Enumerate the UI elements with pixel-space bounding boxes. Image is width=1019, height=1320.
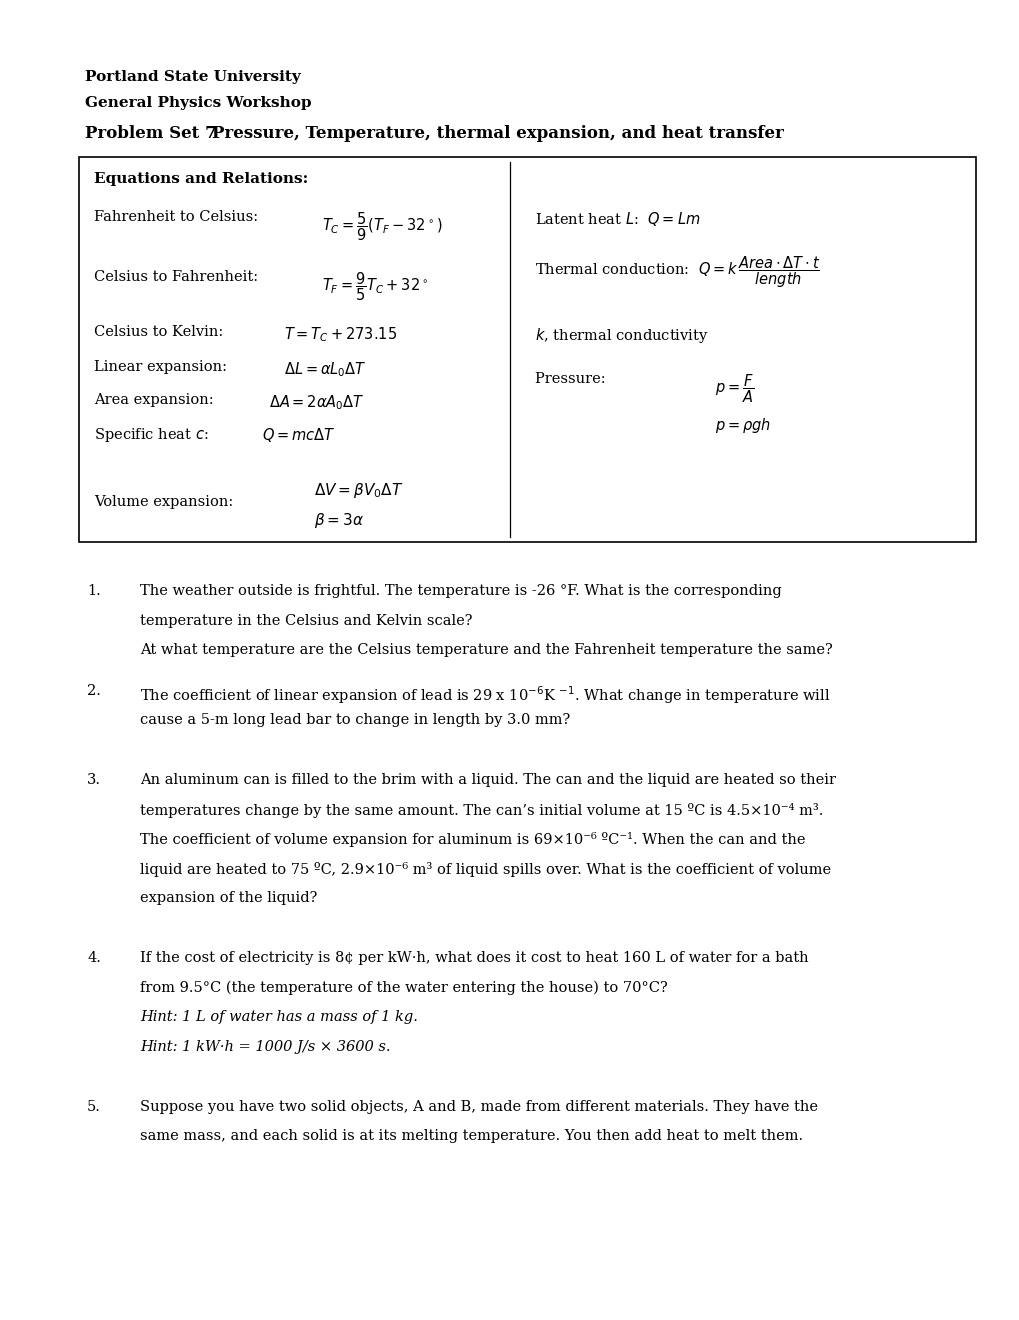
- Text: 5.: 5.: [87, 1100, 101, 1114]
- Text: temperature in the Celsius and Kelvin scale?: temperature in the Celsius and Kelvin sc…: [140, 614, 472, 627]
- Text: cause a 5-m long lead bar to change in length by 3.0 mm?: cause a 5-m long lead bar to change in l…: [140, 713, 570, 727]
- Text: Linear expansion:: Linear expansion:: [94, 360, 236, 374]
- Text: An aluminum can is filled to the brim with a liquid. The can and the liquid are : An aluminum can is filled to the brim wi…: [140, 774, 836, 787]
- Text: expansion of the liquid?: expansion of the liquid?: [140, 891, 317, 906]
- Text: The coefficient of linear expansion of lead is 29 x 10$^{-6}$K $^{-1}$. What cha: The coefficient of linear expansion of l…: [140, 684, 829, 706]
- Text: Celsius to Kelvin:: Celsius to Kelvin:: [94, 325, 232, 339]
- Text: same mass, and each solid is at its melting temperature. You then add heat to me: same mass, and each solid is at its melt…: [140, 1129, 802, 1143]
- Text: from 9.5°C (the temperature of the water entering the house) to 70°C?: from 9.5°C (the temperature of the water…: [140, 981, 667, 995]
- Text: If the cost of electricity is 8¢ per kW·h, what does it cost to heat 160 L of wa: If the cost of electricity is 8¢ per kW·…: [140, 952, 808, 965]
- Text: Portland State University: Portland State University: [85, 70, 301, 84]
- Text: temperatures change by the same amount. The can’s initial volume at 15 ºC is 4.5: temperatures change by the same amount. …: [140, 803, 822, 818]
- Text: Problem Set 7: Problem Set 7: [85, 125, 222, 143]
- Text: $k$, thermal conductivity: $k$, thermal conductivity: [535, 326, 708, 345]
- Text: liquid are heated to 75 ºC, 2.9×10⁻⁶ m³ of liquid spills over. What is the coeff: liquid are heated to 75 ºC, 2.9×10⁻⁶ m³ …: [140, 862, 830, 876]
- FancyBboxPatch shape: [78, 157, 975, 543]
- Text: 2.: 2.: [87, 684, 101, 698]
- Text: The weather outside is frightful. The temperature is -26 °F. What is the corresp: The weather outside is frightful. The te…: [140, 583, 781, 598]
- Text: Volume expansion:: Volume expansion:: [94, 495, 233, 510]
- Text: 1.: 1.: [87, 583, 101, 598]
- Text: $\Delta V = \beta V_0 \Delta T$: $\Delta V = \beta V_0 \Delta T$: [314, 480, 404, 500]
- Text: $T_C = \dfrac{5}{9}\left(T_F - 32^\circ\right)$: $T_C = \dfrac{5}{9}\left(T_F - 32^\circ\…: [322, 210, 442, 243]
- Text: Celsius to Fahrenheit:: Celsius to Fahrenheit:: [94, 271, 267, 284]
- Text: Thermal conduction:  $Q = k\,\dfrac{Area \cdot \Delta T \cdot t}{length}$: Thermal conduction: $Q = k\,\dfrac{Area …: [535, 253, 819, 289]
- Text: $\beta = 3\alpha$: $\beta = 3\alpha$: [314, 511, 364, 531]
- Text: $\Delta A = 2\alpha A_0 \Delta T$: $\Delta A = 2\alpha A_0 \Delta T$: [269, 393, 365, 412]
- Text: Fahrenheit to Celsius:: Fahrenheit to Celsius:: [94, 210, 267, 224]
- Text: Equations and Relations:: Equations and Relations:: [94, 172, 308, 186]
- Text: Suppose you have two solid objects, A and B, made from different materials. They: Suppose you have two solid objects, A an…: [140, 1100, 817, 1114]
- Text: $T_F = \dfrac{9}{5}T_C + 32^\circ$: $T_F = \dfrac{9}{5}T_C + 32^\circ$: [322, 271, 428, 302]
- Text: 3.: 3.: [87, 774, 101, 787]
- Text: $\Delta L = \alpha L_0 \Delta T$: $\Delta L = \alpha L_0 \Delta T$: [283, 360, 367, 379]
- Text: $p = \rho g h$: $p = \rho g h$: [714, 416, 770, 436]
- Text: Area expansion:: Area expansion:: [94, 393, 223, 407]
- Text: Hint: 1 kW·h = 1000 J/s × 3600 s.: Hint: 1 kW·h = 1000 J/s × 3600 s.: [140, 1040, 390, 1053]
- Text: $T = T_C + 273.15$: $T = T_C + 273.15$: [283, 325, 396, 343]
- Text: Specific heat $c$:: Specific heat $c$:: [94, 426, 215, 444]
- Text: Pressure, Temperature, thermal expansion, and heat transfer: Pressure, Temperature, thermal expansion…: [212, 125, 784, 143]
- Text: $Q = mc\Delta T$: $Q = mc\Delta T$: [262, 426, 335, 444]
- Text: Hint: 1 L of water has a mass of 1 kg.: Hint: 1 L of water has a mass of 1 kg.: [140, 1010, 418, 1024]
- Text: The coefficient of volume expansion for aluminum is 69×10⁻⁶ ºC⁻¹. When the can a: The coefficient of volume expansion for …: [140, 833, 805, 847]
- Text: At what temperature are the Celsius temperature and the Fahrenheit temperature t: At what temperature are the Celsius temp…: [140, 643, 832, 657]
- Text: Pressure:: Pressure:: [535, 372, 642, 385]
- Text: 4.: 4.: [87, 952, 101, 965]
- Text: Latent heat $L$:  $Q = Lm$: Latent heat $L$: $Q = Lm$: [535, 210, 700, 228]
- Text: $p = \dfrac{F}{A}$: $p = \dfrac{F}{A}$: [714, 372, 753, 404]
- Text: General Physics Workshop: General Physics Workshop: [85, 96, 311, 111]
